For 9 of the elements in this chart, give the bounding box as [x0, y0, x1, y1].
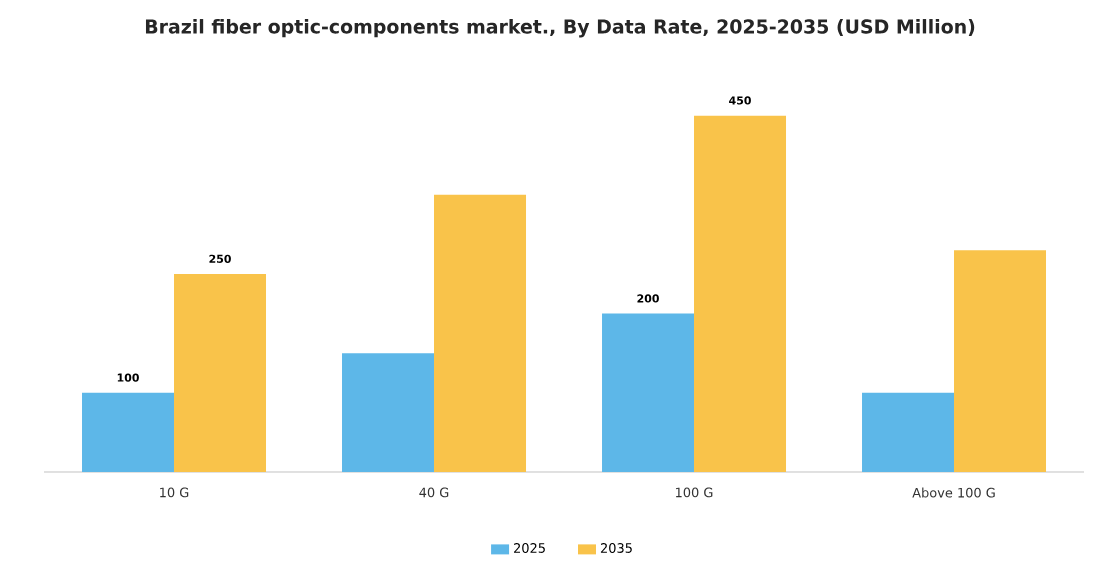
bar [694, 115, 787, 473]
bar [342, 353, 435, 473]
bar [174, 274, 267, 473]
bar [602, 313, 695, 473]
bar [82, 392, 175, 473]
bar [434, 194, 527, 473]
bar [862, 392, 955, 473]
chart-title: Brazil fiber optic-components market., By Data Rate, 2025-2035 (USD Million) [145, 19, 975, 38]
bar [954, 250, 1047, 473]
